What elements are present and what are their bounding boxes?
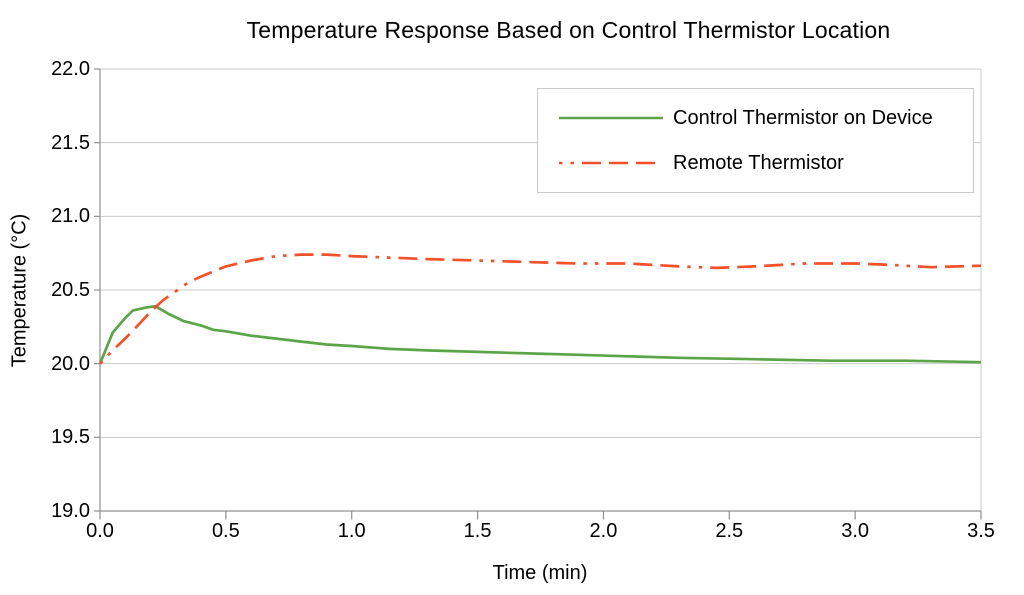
y-tick-label: 19.5 [51, 426, 90, 449]
legend-line-sample-control [559, 116, 663, 120]
x-tick-label: 1.0 [337, 520, 366, 542]
y-tick-label: 21.5 [51, 131, 90, 154]
legend-label-remote: Remote Thermistor [673, 151, 844, 174]
chart-title: Temperature Response Based on Control Th… [246, 17, 891, 43]
legend-item-control-thermistor: Control Thermistor on Device [559, 107, 973, 129]
x-axis-title: Time (min) [492, 562, 588, 584]
x-tick-label: 3.0 [841, 520, 870, 542]
y-tick-label: 21.0 [51, 205, 90, 228]
y-tick-label: 20.5 [51, 279, 90, 301]
legend-line-sample-remote [559, 161, 663, 165]
legend-item-remote-thermistor: Remote Thermistor [559, 152, 973, 174]
x-tick-label: 1.5 [463, 520, 492, 542]
y-tick-label: 19.0 [51, 500, 90, 522]
x-tick-label: 0.5 [211, 520, 240, 542]
legend-label-control: Control Thermistor on Device [673, 106, 933, 129]
legend: Control Thermistor on Device Remote Ther… [537, 88, 974, 193]
y-tick-label: 20.0 [51, 352, 90, 375]
x-tick-label: 2.0 [589, 520, 618, 542]
x-tick-label: 0.0 [86, 520, 114, 542]
series-line-remote-thermistor [99, 253, 982, 365]
series-line-control-thermistor [98, 304, 982, 365]
x-tick-label: 2.5 [715, 520, 744, 542]
y-tick-label: 22.0 [51, 58, 90, 80]
x-tick-label: 3.5 [967, 520, 995, 542]
